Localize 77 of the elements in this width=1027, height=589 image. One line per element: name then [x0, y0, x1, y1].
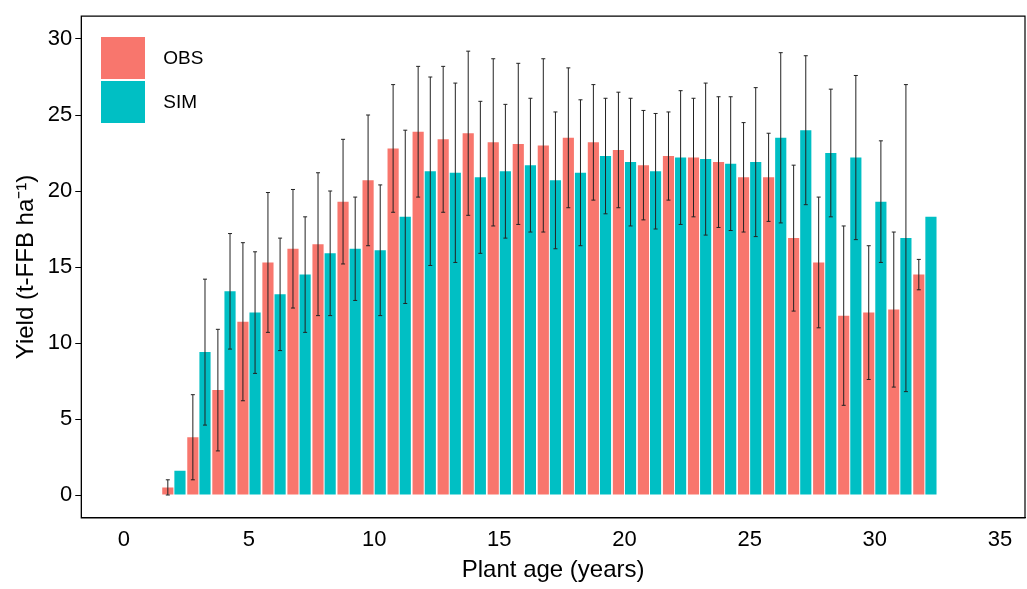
bar	[637, 165, 650, 495]
bar	[700, 159, 712, 495]
legend-label: OBS	[163, 47, 204, 70]
bar	[349, 248, 361, 495]
bar	[362, 180, 374, 495]
bar	[224, 291, 236, 495]
x-tick-label: 30	[862, 526, 888, 552]
x-tick-label: 5	[242, 526, 256, 552]
bar	[612, 149, 624, 495]
bar	[913, 274, 925, 495]
bar	[888, 309, 900, 495]
bar	[437, 139, 449, 495]
bar	[499, 171, 511, 495]
y-tick-label: 15	[47, 253, 73, 279]
bar	[687, 157, 700, 495]
bar	[399, 216, 411, 495]
bar	[737, 177, 750, 495]
x-tick-label: 35	[987, 526, 1013, 552]
bar	[537, 145, 549, 495]
bar	[374, 250, 386, 495]
bar	[775, 137, 787, 495]
y-tick-label: 20	[47, 177, 73, 203]
bar	[287, 248, 299, 495]
bar	[925, 216, 937, 495]
bar	[549, 180, 562, 495]
bar	[599, 156, 612, 495]
x-tick-label: 15	[487, 526, 512, 552]
bar	[324, 253, 336, 495]
bar	[875, 201, 887, 495]
x-tick-label: 0	[117, 526, 130, 552]
bar	[299, 274, 311, 495]
y-tick-label: 30	[47, 25, 73, 51]
bar	[712, 162, 725, 495]
x-axis-title: Plant age (years)	[461, 555, 645, 583]
bar	[624, 162, 637, 495]
bar	[813, 262, 825, 495]
bar	[474, 177, 486, 495]
bar	[312, 244, 324, 495]
bar	[662, 156, 675, 495]
bar	[788, 238, 800, 495]
bar	[387, 148, 399, 495]
bar	[562, 137, 574, 495]
y-tick-label: 10	[47, 329, 73, 355]
bar	[424, 171, 436, 495]
bar	[863, 312, 875, 495]
bar	[449, 172, 461, 495]
y-tick-label: 5	[60, 405, 73, 431]
bar	[262, 262, 274, 495]
bar	[650, 171, 662, 495]
bar	[237, 321, 249, 495]
bar	[574, 172, 587, 495]
legend-label: SIM	[163, 91, 198, 114]
bar	[412, 131, 424, 495]
bar	[462, 133, 474, 495]
bar	[524, 165, 536, 495]
bar	[337, 201, 349, 495]
bar	[825, 153, 837, 495]
bar	[675, 157, 687, 495]
bar	[800, 130, 812, 495]
y-axis-title: Yield (t-FFB ha⁻¹)	[11, 174, 39, 360]
bar	[725, 163, 737, 495]
bar	[838, 315, 850, 495]
bar	[487, 142, 499, 495]
bar	[763, 177, 775, 495]
bar	[249, 312, 261, 495]
bar	[587, 142, 599, 495]
bar	[750, 162, 762, 495]
x-tick-label: 25	[737, 526, 762, 552]
bar	[850, 157, 862, 495]
y-tick-label: 0	[60, 481, 73, 507]
y-tick-label: 25	[47, 101, 73, 127]
x-tick-label: 10	[361, 526, 387, 552]
bar	[174, 470, 186, 495]
x-tick-label: 20	[612, 526, 637, 552]
bar	[199, 352, 211, 495]
bar	[274, 294, 286, 495]
bar	[512, 143, 524, 495]
